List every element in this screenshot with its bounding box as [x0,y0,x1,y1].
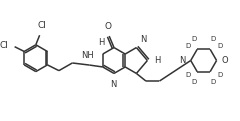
Text: O: O [105,22,112,31]
Text: N: N [110,80,116,89]
Text: H: H [154,56,161,65]
Text: H: H [98,38,104,47]
Text: D: D [192,79,197,85]
Text: D: D [217,43,222,49]
Text: D: D [185,72,190,78]
Text: Cl: Cl [37,21,46,30]
Text: D: D [210,36,216,42]
Text: O: O [221,56,228,65]
Text: D: D [210,79,216,85]
Text: NH: NH [81,51,94,60]
Text: N: N [140,35,147,44]
Text: D: D [185,43,190,49]
Text: D: D [192,36,197,42]
Text: D: D [217,72,222,78]
Text: Cl: Cl [0,41,9,50]
Text: N: N [180,56,186,65]
